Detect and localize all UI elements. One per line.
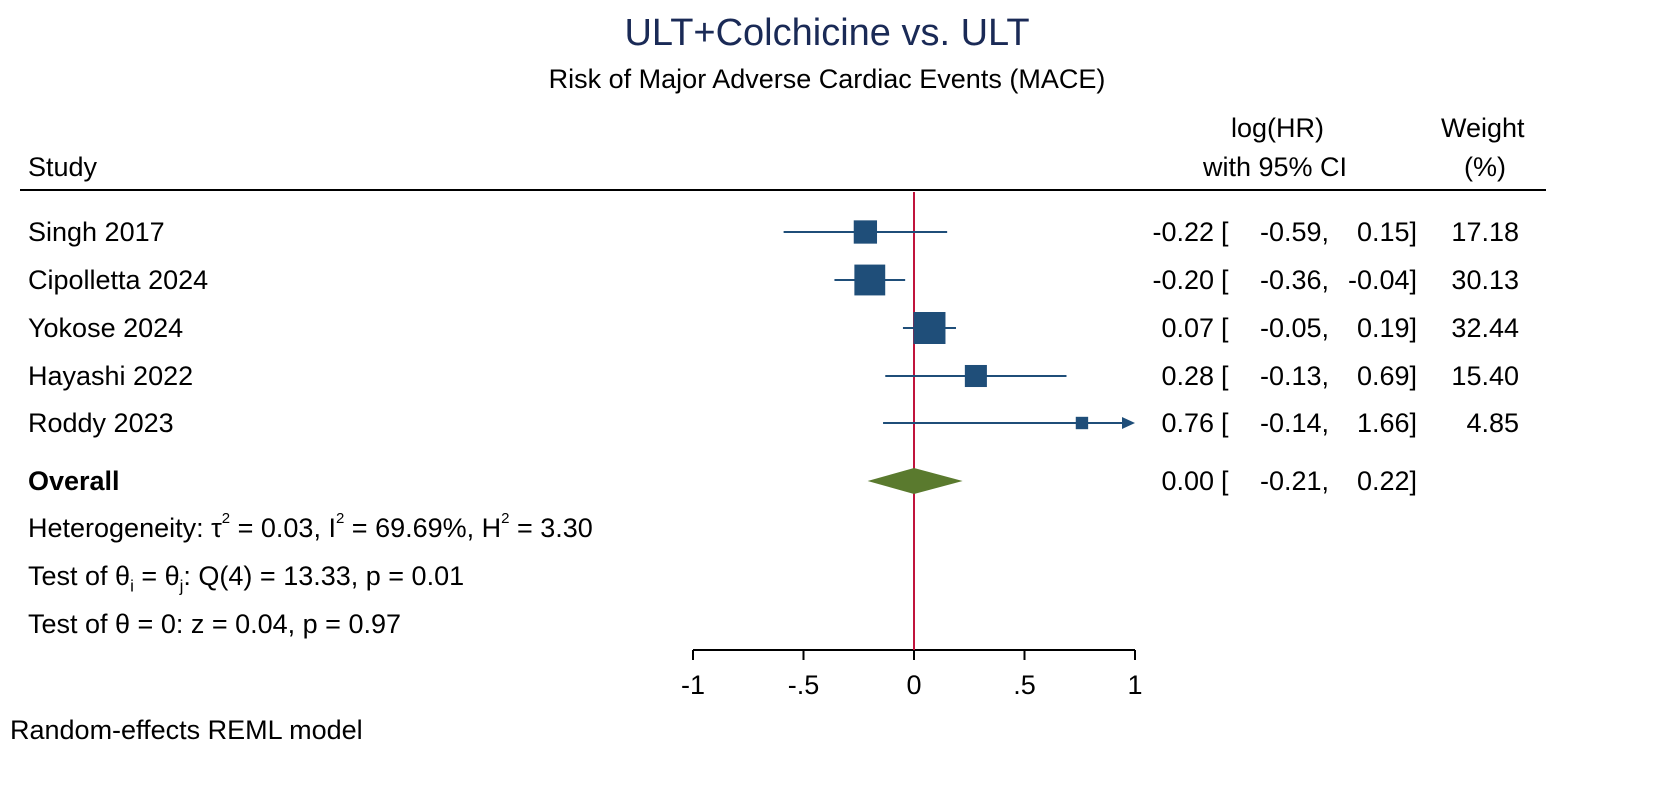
ci-bracket-open: [ [1221,265,1229,295]
study-marker [1075,416,1089,430]
model-footnote: Random-effects REML model [10,715,363,745]
effect-column-header-line1: log(HR) [1231,113,1325,143]
study-ci-upper: -0.04] [1347,265,1417,295]
overall-estimate: 0.00 [1161,466,1214,496]
study-estimate: -0.22 [1152,217,1214,247]
x-tick-label: 1 [1127,670,1142,700]
study-estimate: 0.07 [1161,313,1214,343]
study-ci-upper: 0.69] [1356,361,1417,391]
x-tick-label: .5 [1013,670,1036,700]
study-estimate: 0.28 [1161,361,1214,391]
study-name: Yokose 2024 [28,313,184,343]
study-marker [913,312,946,344]
ci-bracket-open: [ [1221,217,1229,247]
study-weight: 30.13 [1451,265,1519,295]
x-axis: -1 -.5 0 .5 1 [681,649,1143,700]
overall-ci-lower: -0.21, [1259,466,1329,496]
study-name: Hayashi 2022 [28,361,194,391]
study-marker [853,220,878,244]
study-estimate: -0.20 [1152,265,1214,295]
x-tick-label: -.5 [788,670,820,700]
study-name: Singh 2017 [28,217,165,247]
study-estimate: 0.76 [1161,408,1214,438]
forest-marks [783,192,1135,650]
effect-column-header-line2: with 95% CI [1203,152,1348,182]
ci-bracket-open: [ [1221,361,1229,391]
x-tick-label: -1 [681,670,705,700]
study-ci-upper: 1.66] [1356,408,1417,438]
overall-diamond [867,468,963,494]
x-tick-label: 0 [906,670,921,700]
heterogeneity-stats: Heterogeneity: τ2 = 0.03, I2 = 69.69%, H… [28,510,593,543]
chart-subtitle: Risk of Major Adverse Cardiac Events (MA… [548,64,1106,94]
study-ci-lower: -0.13, [1259,361,1329,391]
study-weight: 4.85 [1466,408,1519,438]
study-ci-lower: -0.14, [1259,408,1329,438]
ci-arrow [1122,417,1135,429]
ci-bracket-open: [ [1221,408,1229,438]
weight-column-header-line1: Weight [1441,113,1525,143]
study-ci-lower: -0.05, [1259,313,1329,343]
study-ci-lower: -0.36, [1259,265,1329,295]
overall-ci-upper: 0.22] [1356,466,1417,496]
study-weight: 15.40 [1451,361,1519,391]
study-ci-upper: 0.19] [1356,313,1417,343]
study-marker [854,264,886,296]
study-column-header: Study [28,152,98,182]
homogeneity-test: Test of θi = θj: Q(4) = 13.33, p = 0.01 [28,561,465,596]
study-weight: 17.18 [1451,217,1519,247]
ci-bracket-open: [ [1221,466,1229,496]
study-weight: 32.44 [1451,313,1519,343]
overall-effect-test: Test of θ = 0: z = 0.04, p = 0.97 [28,609,402,639]
study-ci-upper: 0.15] [1356,217,1417,247]
chart-title: ULT+Colchicine vs. ULT [624,12,1030,54]
ci-bracket-open: [ [1221,313,1229,343]
study-name: Roddy 2023 [28,408,174,438]
overall-label: Overall [28,466,120,496]
study-marker [964,364,987,388]
study-ci-lower: -0.59, [1259,217,1329,247]
study-name: Cipolletta 2024 [28,265,209,295]
weight-column-header-line2: (%) [1464,152,1506,182]
